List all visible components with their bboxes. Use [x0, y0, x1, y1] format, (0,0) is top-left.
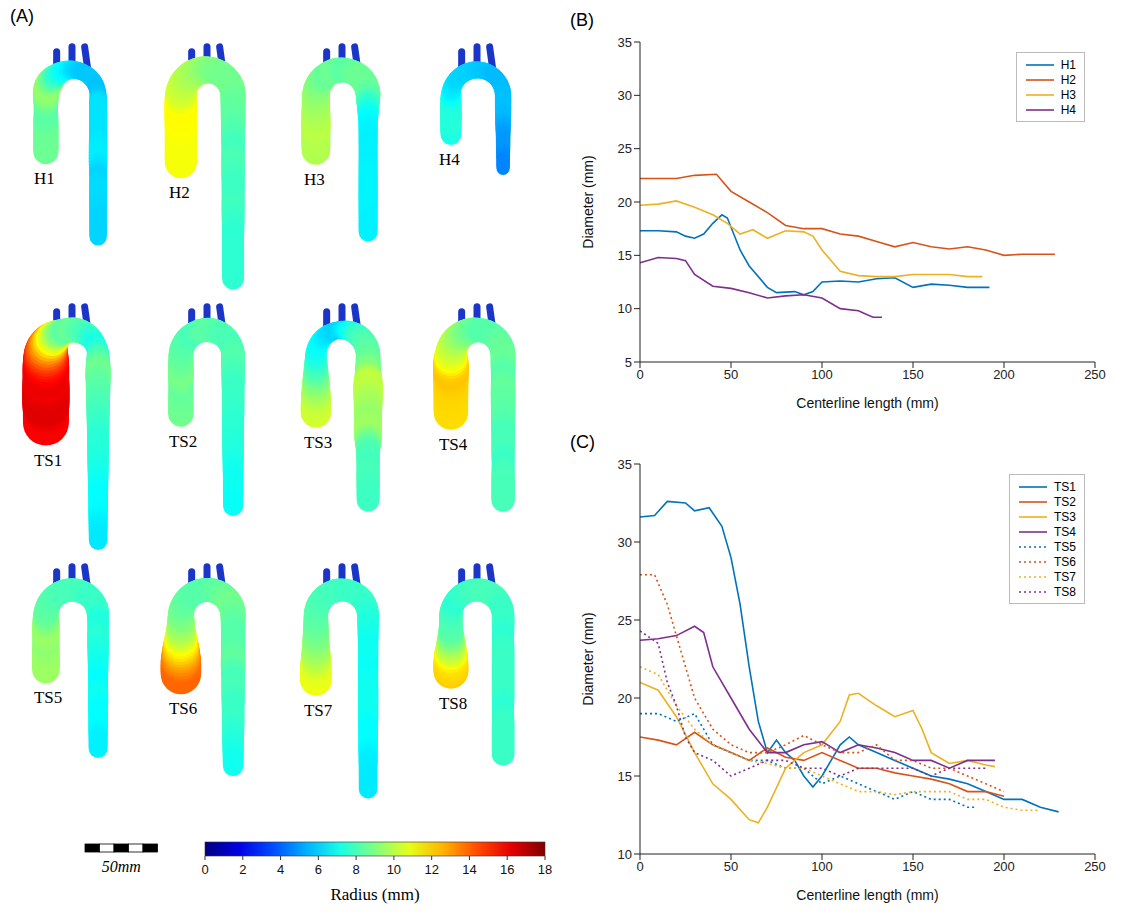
svg-text:(A): (A) — [10, 6, 34, 26]
svg-text:Radius (mm): Radius (mm) — [330, 885, 419, 904]
html-text:TS8: TS8 — [1054, 584, 1076, 599]
html-text:TS6: TS6 — [1054, 554, 1076, 569]
svg-text:50: 50 — [724, 859, 738, 874]
svg-text:20: 20 — [618, 195, 632, 210]
svg-text:TS1: TS1 — [34, 451, 62, 470]
svg-text:Diameter (mm): Diameter (mm) — [580, 155, 596, 248]
svg-text:Diameter (mm): Diameter (mm) — [580, 612, 596, 705]
svg-text:100: 100 — [811, 859, 833, 874]
svg-text:0: 0 — [201, 862, 208, 877]
svg-text:150: 150 — [902, 859, 924, 874]
svg-text:2: 2 — [239, 862, 246, 877]
svg-text:15: 15 — [618, 248, 632, 263]
svg-text:10: 10 — [618, 301, 632, 316]
svg-text:35: 35 — [618, 35, 632, 50]
svg-text:Centerline length (mm): Centerline length (mm) — [796, 887, 938, 903]
svg-text:TS7: TS7 — [304, 701, 333, 720]
svg-text:H4: H4 — [439, 150, 460, 169]
html-text:TS2: TS2 — [1054, 494, 1076, 509]
svg-text:30: 30 — [618, 535, 632, 550]
svg-text:TS5: TS5 — [34, 688, 62, 707]
svg-text:100: 100 — [811, 367, 833, 382]
svg-text:250: 250 — [1084, 367, 1106, 382]
svg-text:TS2: TS2 — [169, 432, 197, 451]
svg-text:8: 8 — [352, 862, 359, 877]
html-text:H4: H4 — [1060, 102, 1076, 117]
svg-text:0: 0 — [636, 859, 643, 874]
html-text:H1: H1 — [1060, 57, 1076, 72]
svg-text:10: 10 — [618, 847, 632, 862]
svg-text:12: 12 — [424, 862, 438, 877]
html-text:TS5: TS5 — [1054, 539, 1076, 554]
html-text:TS4: TS4 — [1054, 524, 1076, 539]
svg-text:200: 200 — [993, 367, 1015, 382]
svg-text:50: 50 — [724, 367, 738, 382]
svg-text:H2: H2 — [169, 183, 190, 202]
svg-text:5: 5 — [625, 355, 632, 370]
svg-text:4: 4 — [277, 862, 284, 877]
svg-text:25: 25 — [618, 141, 632, 156]
svg-text:TS3: TS3 — [304, 433, 332, 452]
html-text:H3: H3 — [1060, 87, 1076, 102]
svg-text:30: 30 — [618, 88, 632, 103]
html-text:(C): (C) — [570, 432, 595, 452]
html-text:TS7: TS7 — [1054, 569, 1076, 584]
html-text:(B): (B) — [570, 10, 594, 30]
svg-text:15: 15 — [618, 769, 632, 784]
svg-text:H3: H3 — [304, 170, 325, 189]
svg-text:Centerline length (mm): Centerline length (mm) — [796, 395, 938, 411]
svg-text:150: 150 — [902, 367, 924, 382]
svg-text:250: 250 — [1084, 859, 1106, 874]
svg-text:14: 14 — [462, 862, 476, 877]
svg-text:16: 16 — [500, 862, 514, 877]
svg-text:TS6: TS6 — [169, 699, 197, 718]
svg-text:TS8: TS8 — [439, 694, 467, 713]
svg-text:0: 0 — [636, 367, 643, 382]
svg-text:H1: H1 — [34, 169, 55, 188]
svg-text:TS4: TS4 — [439, 435, 468, 454]
html-text:TS1: TS1 — [1054, 479, 1076, 494]
svg-text:18: 18 — [538, 862, 552, 877]
svg-text:50mm: 50mm — [102, 858, 141, 875]
html-text:TS3: TS3 — [1054, 509, 1076, 524]
svg-text:10: 10 — [387, 862, 401, 877]
svg-text:20: 20 — [618, 691, 632, 706]
html-text:H2: H2 — [1060, 72, 1076, 87]
svg-text:25: 25 — [618, 613, 632, 628]
svg-text:200: 200 — [993, 859, 1015, 874]
svg-text:6: 6 — [315, 862, 322, 877]
svg-text:35: 35 — [618, 457, 632, 472]
